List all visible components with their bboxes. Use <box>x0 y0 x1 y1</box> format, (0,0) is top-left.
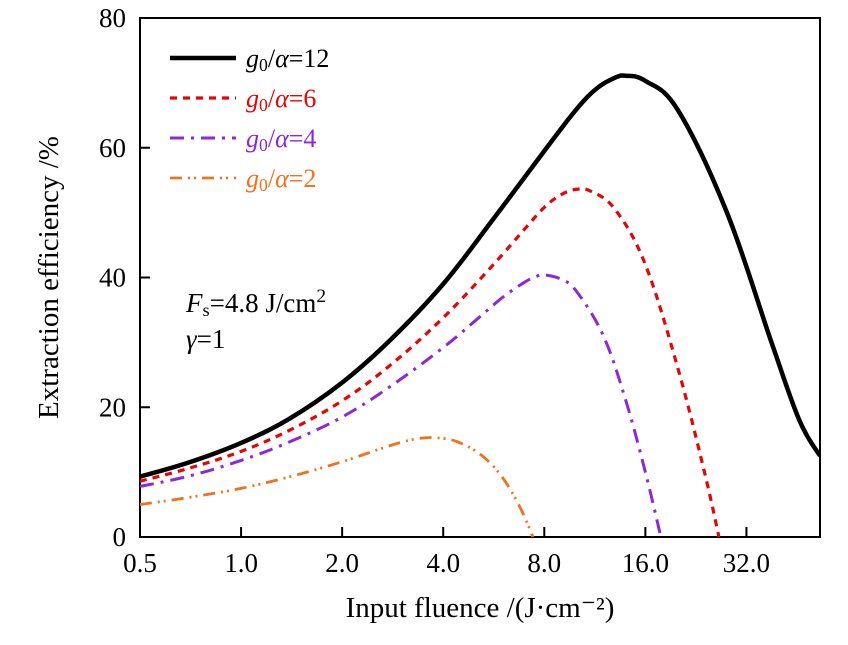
x-axis-label: Input fluence /(J·cm⁻²) <box>346 592 615 624</box>
x-tick-label: 2.0 <box>325 548 359 578</box>
y-tick-label: 80 <box>99 3 126 33</box>
y-tick-label: 20 <box>99 392 126 422</box>
extraction-efficiency-chart: 0.5 1.0 2.0 4.0 8.0 16.0 32.0 Input fluence /(J… <box>0 0 848 645</box>
x-tick-label: 32.0 <box>723 548 770 578</box>
y-tick-label: 40 <box>99 263 126 293</box>
x-tick-label: 8.0 <box>527 548 561 578</box>
legend-label-g0_over_alpha_4: g0/α=4 <box>246 124 316 155</box>
annotation-line-1: γ=1 <box>186 324 225 354</box>
y-tick-label: 60 <box>99 133 126 163</box>
x-tick-label: 16.0 <box>622 548 669 578</box>
legend-label-g0_over_alpha_6: g0/α=6 <box>246 84 316 115</box>
x-tick-label: 1.0 <box>224 548 258 578</box>
x-tick-label: 0.5 <box>123 548 157 578</box>
legend-label-g0_over_alpha_2: g0/α=2 <box>246 164 316 195</box>
y-axis-label: Extraction efficiency /% <box>33 136 65 419</box>
y-tick-label: 0 <box>113 522 127 552</box>
x-tick-label: 4.0 <box>426 548 460 578</box>
legend-label-g0_over_alpha_12: g0/α=12 <box>246 44 329 75</box>
